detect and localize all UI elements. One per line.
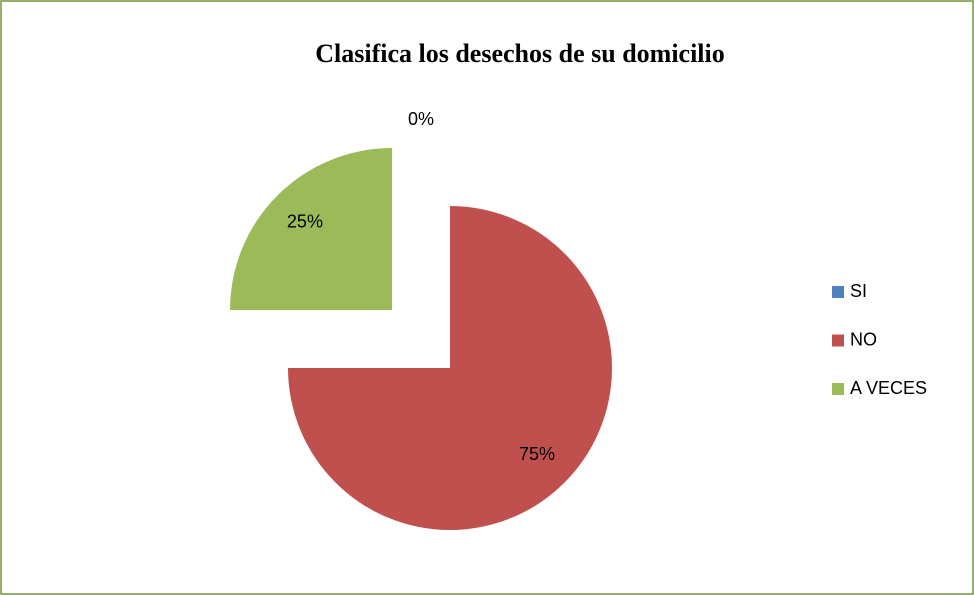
legend-swatch: [832, 334, 844, 347]
pie-slice: [230, 148, 393, 311]
legend-label: A VECES: [850, 378, 927, 398]
legend-swatch: [832, 286, 844, 298]
legend-label: SI: [850, 281, 867, 301]
pie-slice: [287, 205, 612, 530]
data-label: 75%: [519, 444, 555, 464]
legend-swatch: [832, 383, 844, 395]
data-label: 0%: [408, 109, 434, 129]
data-label: 25%: [287, 212, 323, 232]
legend-label: NO: [850, 329, 877, 349]
chart-title: Clasifica los desechos de su domicilio: [315, 39, 725, 68]
